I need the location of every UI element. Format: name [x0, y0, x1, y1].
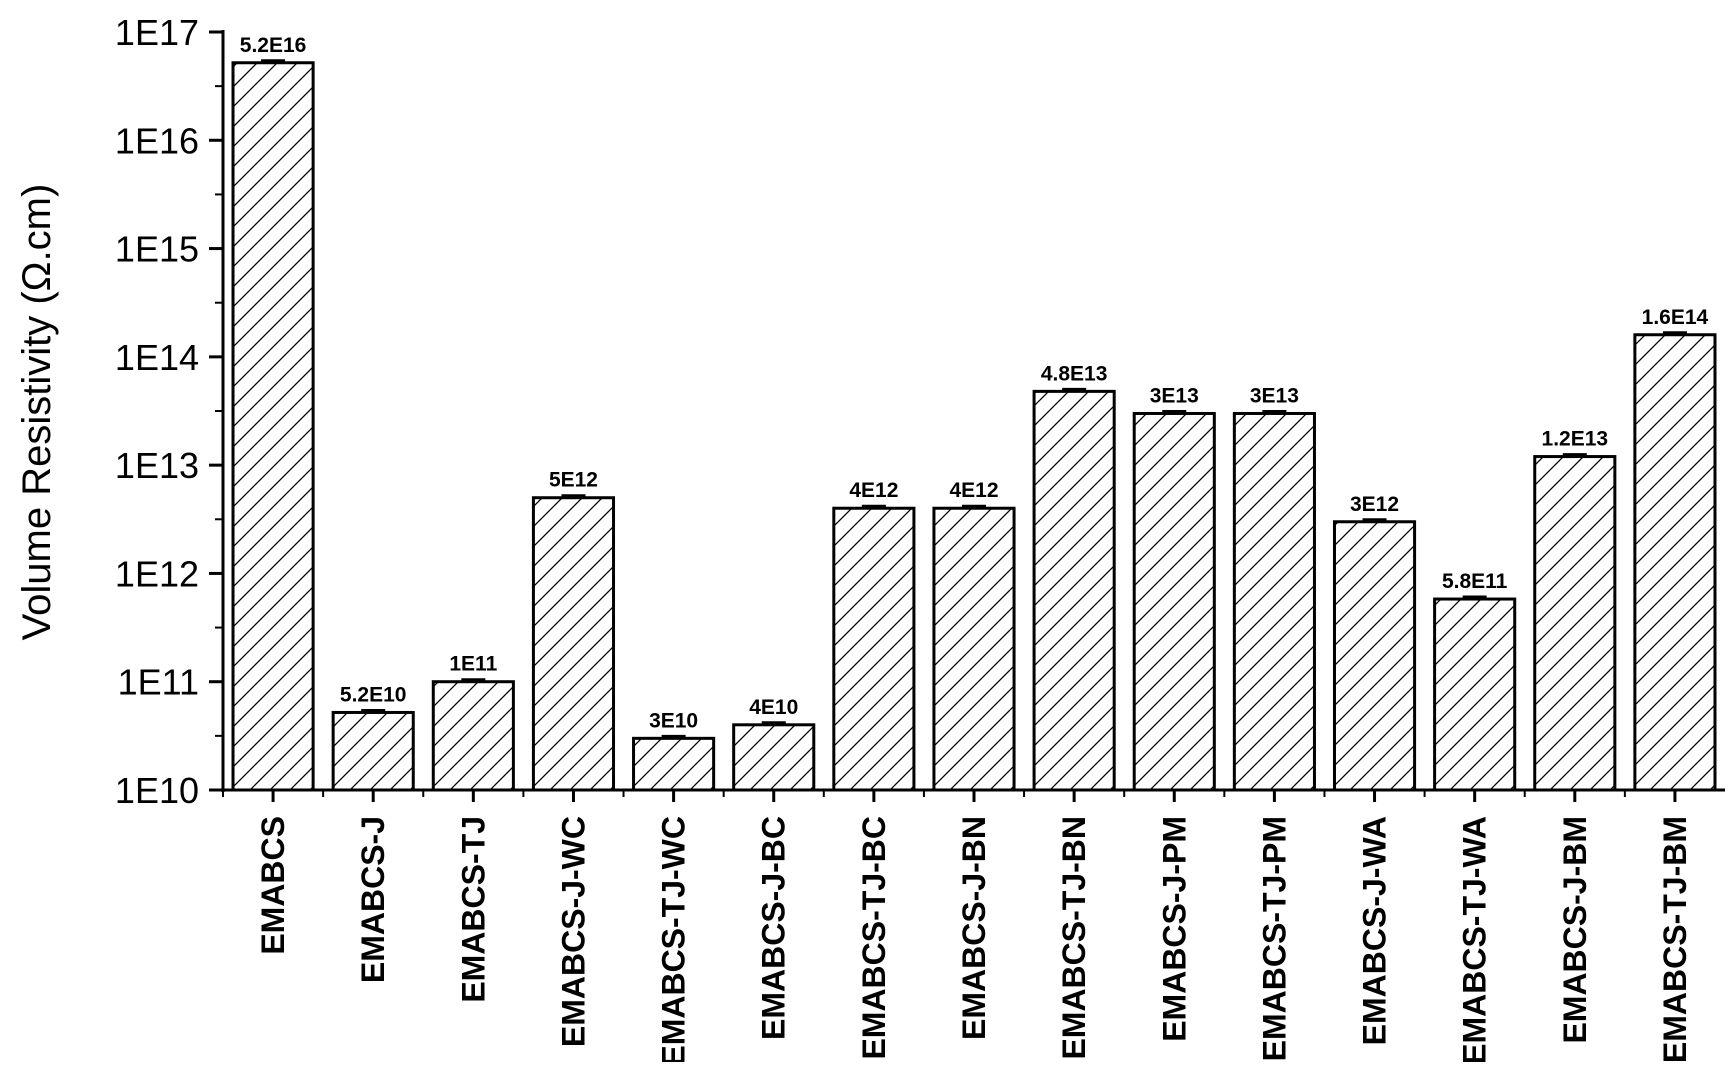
- y-tick-label: 1E13: [115, 445, 199, 486]
- y-tick-label: 1E11: [118, 662, 199, 703]
- bar-emabcs-tj: [431, 680, 515, 792]
- y-tick-label: 1E12: [115, 553, 199, 594]
- category-label: EMABCS-TJ-PM: [1256, 816, 1292, 1061]
- bar-emabcs-tj-wa: [1433, 597, 1517, 792]
- category-label: EMABCS-J-PM: [1156, 816, 1192, 1042]
- bar-emabcs-tj-bc: [832, 506, 916, 792]
- y-tick-label: 1E15: [115, 229, 199, 270]
- data-label: 4E10: [749, 696, 798, 719]
- y-tick-label: 1E17: [115, 12, 199, 53]
- bar-emabcs-tj-bn: [1032, 389, 1116, 792]
- bar-emabcs-j-bc: [732, 723, 816, 792]
- category-label: EMABCS-TJ: [455, 816, 491, 1003]
- category-label: EMABCS-J-BC: [756, 816, 792, 1040]
- bar-emabcs-j-bm: [1533, 455, 1617, 792]
- data-label: 3E13: [1250, 384, 1299, 407]
- data-label: 5.8E11: [1442, 570, 1508, 593]
- data-labels-layer: 5.2E16 5.2E10 1E11 5E12 3E10 4E10 4E12 4E12 4.8E…: [240, 34, 1709, 733]
- data-label: 5E12: [549, 469, 598, 492]
- category-label: EMABCS-TJ-WC: [656, 816, 692, 1062]
- data-label: 5.2E16: [240, 34, 307, 57]
- bars-layer: [231, 59, 1717, 792]
- data-label: 1.6E14: [1642, 306, 1709, 329]
- category-label: EMABCS: [255, 816, 291, 955]
- bar-emabcs-j: [331, 710, 415, 792]
- data-label: 4.8E13: [1041, 362, 1108, 385]
- category-label: EMABCS-TJ-BM: [1657, 816, 1693, 1062]
- category-label: EMABCS-J-BM: [1557, 816, 1593, 1044]
- bar-emabcs-tj-wc: [632, 736, 716, 792]
- category-label: EMABCS-TJ-BC: [856, 816, 892, 1060]
- y-tick-label: 1E10: [115, 770, 199, 811]
- data-label: 5.2E10: [340, 683, 407, 706]
- data-label: 1E11: [449, 653, 497, 676]
- axes-layer: EMABCS EMABCS-J EMABCS-TJ EMABCS-J-WC EMABCS…: [115, 12, 1725, 1067]
- bar-emabcs-j-bn: [932, 506, 1016, 792]
- y-tick-label: 1E16: [115, 120, 199, 161]
- category-label: EMABCS-J-WA: [1357, 816, 1393, 1045]
- y-axis-title: Volume Resistivity (Ω.cm): [15, 184, 59, 641]
- data-label: 1.2E13: [1542, 428, 1609, 451]
- data-label: 3E13: [1150, 384, 1199, 407]
- bar-emabcs-j-wa: [1332, 520, 1417, 792]
- data-label: 3E12: [1350, 493, 1399, 516]
- category-label: EMABCS-J-BN: [956, 816, 992, 1040]
- category-label: EMABCS-TJ-BN: [1056, 816, 1092, 1060]
- y-tick-label: 1E14: [115, 337, 199, 378]
- bar-emabcs-tj-bm: [1633, 333, 1717, 792]
- category-label: EMABCS-J: [355, 816, 391, 983]
- bar-emabcs-j-wc: [531, 496, 616, 792]
- bar-emabcs-j-pm: [1132, 411, 1216, 792]
- data-label: 3E10: [649, 709, 698, 732]
- bar-emabcs: [231, 61, 315, 792]
- data-label: 4E12: [949, 479, 998, 502]
- bar-emabcs-tj-pm: [1232, 411, 1316, 792]
- category-label: EMABCS-J-WC: [555, 816, 591, 1047]
- data-label: 4E12: [849, 479, 898, 502]
- category-label: EMABCS-TJ-WA: [1457, 816, 1493, 1062]
